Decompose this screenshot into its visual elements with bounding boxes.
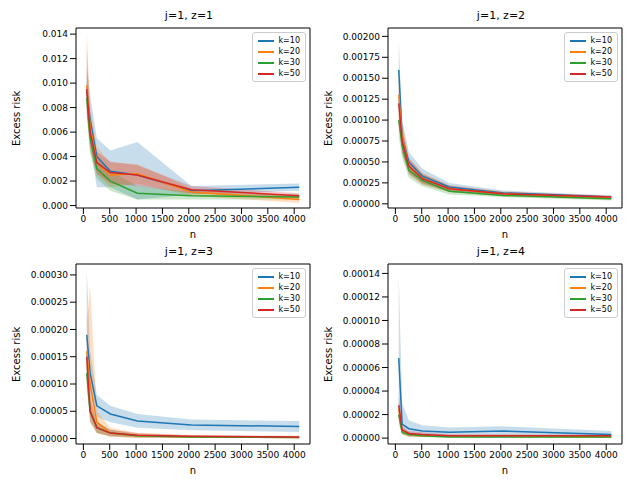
svg-text:n: n — [502, 465, 508, 476]
html-text:k=20: k=20 — [590, 283, 612, 292]
svg-text:500: 500 — [101, 214, 118, 224]
svg-text:1000: 1000 — [437, 450, 460, 460]
html-text:j=1, z=3: j=1, z=3 — [164, 245, 214, 258]
svg-text:0.00006: 0.00006 — [343, 363, 380, 373]
svg-text:1000: 1000 — [437, 214, 460, 224]
html-text:j=1, z=4: j=1, z=4 — [476, 245, 526, 258]
svg-text:0.008: 0.008 — [42, 103, 68, 113]
svg-text:4000: 4000 — [283, 450, 306, 460]
svg-text:0.012: 0.012 — [42, 54, 68, 64]
svg-text:0.00010: 0.00010 — [31, 379, 68, 389]
html-text:j=1, z=2: j=1, z=2 — [476, 9, 526, 22]
svg-text:0: 0 — [393, 450, 399, 460]
svg-text:0.00150: 0.00150 — [343, 73, 380, 83]
svg-text:0.00025: 0.00025 — [31, 297, 68, 307]
svg-text:n: n — [190, 465, 196, 476]
svg-text:4000: 4000 — [595, 214, 618, 224]
svg-text:2500: 2500 — [516, 450, 539, 460]
html-text:k=50: k=50 — [590, 305, 612, 314]
svg-text:0.00012: 0.00012 — [343, 292, 380, 302]
svg-text:3000: 3000 — [542, 450, 565, 460]
html-text:k=10: k=10 — [278, 272, 300, 281]
svg-text:0.00050: 0.00050 — [343, 157, 380, 167]
svg-text:0.00075: 0.00075 — [343, 136, 380, 146]
html-text:k=30: k=30 — [590, 294, 612, 303]
html-text:k=10: k=10 — [590, 36, 612, 45]
svg-text:3000: 3000 — [230, 450, 253, 460]
svg-text:1500: 1500 — [463, 450, 486, 460]
svg-text:3500: 3500 — [568, 214, 591, 224]
svg-text:0.00020: 0.00020 — [31, 325, 68, 335]
html-text:j=1, z=1: j=1, z=1 — [164, 9, 214, 22]
svg-text:2500: 2500 — [204, 450, 227, 460]
html-text:k=20: k=20 — [278, 47, 300, 56]
svg-text:0.00100: 0.00100 — [343, 115, 380, 125]
svg-text:0.00002: 0.00002 — [343, 410, 380, 420]
svg-text:500: 500 — [101, 450, 118, 460]
html-text:k=20: k=20 — [278, 283, 300, 292]
svg-text:0.002: 0.002 — [42, 176, 68, 186]
svg-text:2500: 2500 — [204, 214, 227, 224]
svg-text:0.014: 0.014 — [42, 29, 68, 39]
svg-text:500: 500 — [413, 214, 430, 224]
svg-text:2000: 2000 — [489, 450, 512, 460]
svg-text:Excess risk: Excess risk — [323, 91, 334, 146]
svg-text:3000: 3000 — [230, 214, 253, 224]
svg-text:3500: 3500 — [256, 214, 279, 224]
html-text:k=50: k=50 — [278, 305, 300, 314]
html-text:k=10: k=10 — [590, 272, 612, 281]
svg-text:Excess risk: Excess risk — [11, 327, 22, 382]
svg-text:2000: 2000 — [177, 450, 200, 460]
svg-text:0.010: 0.010 — [42, 78, 68, 88]
svg-text:0.00025: 0.00025 — [343, 178, 380, 188]
svg-text:0: 0 — [81, 450, 87, 460]
svg-text:0.00004: 0.00004 — [343, 386, 380, 396]
svg-text:3000: 3000 — [542, 214, 565, 224]
svg-text:1500: 1500 — [151, 214, 174, 224]
svg-text:0.00014: 0.00014 — [343, 269, 380, 279]
svg-text:0: 0 — [81, 214, 87, 224]
svg-text:n: n — [190, 229, 196, 240]
svg-text:0.00000: 0.00000 — [31, 434, 68, 444]
svg-text:0.00005: 0.00005 — [31, 406, 68, 416]
svg-text:0.006: 0.006 — [42, 127, 68, 137]
svg-text:0.00010: 0.00010 — [343, 316, 380, 326]
svg-text:0.00125: 0.00125 — [343, 94, 380, 104]
html-text:k=50: k=50 — [590, 69, 612, 78]
svg-text:n: n — [502, 229, 508, 240]
html-text:k=30: k=30 — [278, 58, 300, 67]
svg-text:Excess risk: Excess risk — [11, 91, 22, 146]
svg-text:0.00000: 0.00000 — [343, 433, 380, 443]
svg-text:0.00015: 0.00015 — [31, 352, 68, 362]
svg-text:4000: 4000 — [283, 214, 306, 224]
svg-text:2000: 2000 — [177, 214, 200, 224]
html-text:k=20: k=20 — [590, 47, 612, 56]
svg-text:1500: 1500 — [463, 214, 486, 224]
html-text:k=10: k=10 — [278, 36, 300, 45]
html-text:k=30: k=30 — [590, 58, 612, 67]
svg-text:1500: 1500 — [151, 450, 174, 460]
svg-text:0.00030: 0.00030 — [31, 270, 68, 280]
svg-text:0.00200: 0.00200 — [343, 32, 380, 42]
svg-text:1000: 1000 — [125, 450, 148, 460]
html-text:k=50: k=50 — [278, 69, 300, 78]
svg-text:2000: 2000 — [489, 214, 512, 224]
svg-text:3500: 3500 — [256, 450, 279, 460]
svg-text:1000: 1000 — [125, 214, 148, 224]
svg-text:0.000: 0.000 — [42, 201, 68, 211]
svg-text:0.00008: 0.00008 — [343, 339, 380, 349]
svg-text:Excess risk: Excess risk — [323, 327, 334, 382]
svg-text:500: 500 — [413, 450, 430, 460]
svg-text:4000: 4000 — [595, 450, 618, 460]
svg-text:0.00000: 0.00000 — [343, 199, 380, 209]
svg-text:0.00175: 0.00175 — [343, 52, 380, 62]
svg-text:0.004: 0.004 — [42, 152, 68, 162]
svg-text:3500: 3500 — [568, 450, 591, 460]
svg-text:2500: 2500 — [516, 214, 539, 224]
html-text:k=30: k=30 — [278, 294, 300, 303]
svg-text:0: 0 — [393, 214, 399, 224]
